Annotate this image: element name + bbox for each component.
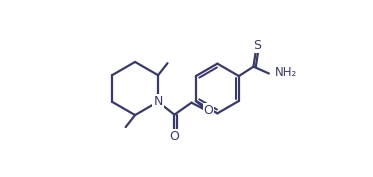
Text: NH₂: NH₂ bbox=[275, 66, 297, 79]
Text: O: O bbox=[204, 104, 213, 117]
Text: O: O bbox=[169, 130, 179, 143]
Text: N: N bbox=[153, 95, 163, 108]
Text: S: S bbox=[253, 39, 261, 52]
